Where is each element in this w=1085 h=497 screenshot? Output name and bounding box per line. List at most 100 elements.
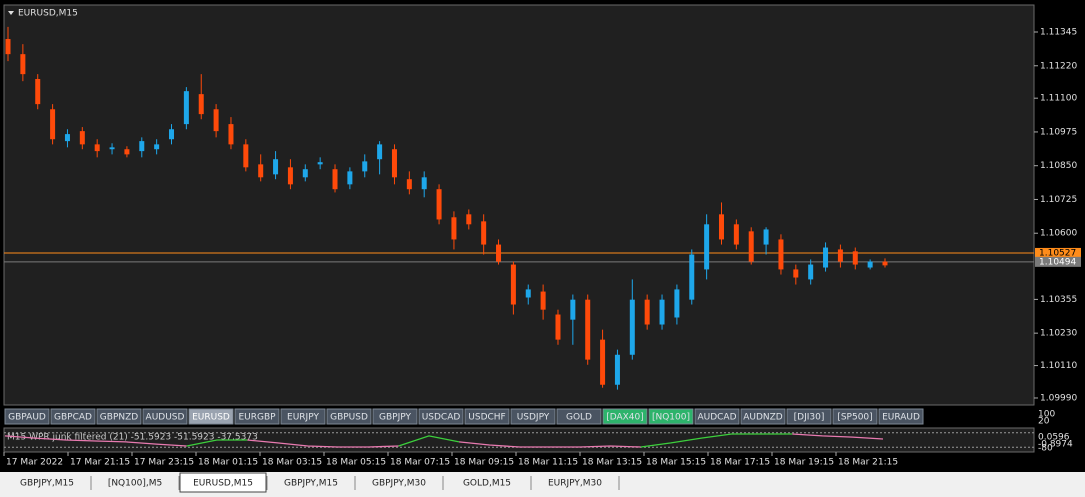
time-label: 17 Mar 23:15	[134, 458, 194, 468]
symbol-button-label[interactable]: EURGBP	[238, 413, 276, 423]
candle-body	[406, 179, 412, 190]
candle-body	[287, 167, 293, 185]
indicator-axis-label: 100	[1038, 410, 1055, 420]
menu-arrow[interactable]	[8, 11, 14, 15]
symbol-button-label[interactable]: USDJPY	[517, 413, 550, 423]
candle-body	[20, 54, 26, 75]
tab-label[interactable]: GBPJPY,M15	[284, 479, 338, 489]
time-label: 18 Mar 21:15	[838, 458, 898, 468]
candle-body	[362, 161, 368, 172]
candle-body	[629, 299, 635, 355]
symbol-button-label[interactable]: AUDUSD	[146, 413, 185, 423]
candle-body	[258, 164, 264, 178]
symbol-button-label[interactable]: [SP500]	[837, 413, 872, 423]
symbol-button[interactable]	[694, 408, 740, 425]
symbol-button-label[interactable]: [DJI30]	[794, 413, 825, 423]
candle-body	[600, 339, 606, 385]
tab-active[interactable]	[179, 472, 267, 493]
tab-label[interactable]: GBPJPY,M15	[20, 479, 74, 489]
candle-body	[243, 144, 249, 168]
time-label: 18 Mar 07:15	[390, 458, 450, 468]
symbol-button-label[interactable]: AUDCAD	[697, 413, 736, 423]
time-label: 18 Mar 11:15	[518, 458, 578, 468]
y-tick-label: 1.10600	[1040, 229, 1077, 239]
symbol-button[interactable]	[326, 408, 372, 425]
candle-body	[674, 289, 680, 318]
candle-body	[823, 247, 829, 268]
symbol-button-label[interactable]: EURJPY	[287, 413, 319, 423]
candle-body	[837, 249, 843, 262]
candle-body	[198, 94, 204, 115]
symbol-button-label[interactable]: EURAUD	[882, 413, 920, 423]
symbol-button[interactable]	[4, 408, 50, 425]
symbol-button[interactable]	[142, 408, 188, 425]
y-tick-label: 1.10355	[1040, 295, 1077, 305]
candle-body	[451, 217, 457, 240]
candle-body	[852, 251, 858, 265]
tab-label[interactable]: [NQ100],M5	[108, 479, 162, 489]
candle-body	[808, 264, 814, 280]
symbol-button[interactable]	[602, 408, 648, 425]
tab-label[interactable]: EURUSD,M15	[193, 479, 253, 489]
symbol-button[interactable]	[832, 408, 878, 425]
price-label: 1.10494	[1039, 257, 1076, 267]
indicator-axis-label: 0.0596	[1038, 433, 1070, 443]
symbol-button[interactable]	[234, 408, 280, 425]
symbol-button[interactable]	[786, 408, 832, 425]
symbol-button[interactable]	[418, 408, 464, 425]
price-label: 1.10527	[1039, 248, 1076, 258]
symbol-button[interactable]	[50, 408, 96, 425]
symbol-button-label[interactable]: AUDNZD	[743, 413, 783, 423]
symbol-button[interactable]	[188, 408, 234, 425]
symbol-button[interactable]	[464, 408, 510, 425]
symbol-button[interactable]	[510, 408, 556, 425]
symbol-button[interactable]	[740, 408, 786, 425]
symbol-button-label[interactable]: GBPCAD	[54, 413, 92, 423]
symbol-button-label[interactable]: EURUSD	[192, 413, 230, 423]
symbol-button[interactable]	[372, 408, 418, 425]
candle-body	[332, 169, 338, 190]
time-label: 17 Mar 21:15	[70, 458, 130, 468]
tab-label[interactable]: EURJPY,M30	[548, 479, 602, 489]
symbol-button-label[interactable]: GOLD	[566, 413, 592, 423]
indicator-axis-label: 20	[1038, 417, 1050, 427]
indicator-line	[186, 433, 793, 448]
candle-body	[704, 224, 710, 270]
candle-body	[124, 149, 130, 155]
symbol-button-label[interactable]: [DAX40]	[606, 413, 644, 423]
candle-body	[109, 147, 115, 150]
symbol-button[interactable]	[96, 408, 142, 425]
tab-label[interactable]: GOLD,M15	[463, 479, 511, 489]
symbol-button[interactable]	[878, 408, 924, 425]
candle-body	[228, 124, 234, 145]
symbol-button-label[interactable]: GBPNZD	[100, 413, 138, 423]
symbol-button[interactable]	[556, 408, 602, 425]
symbol-button-label[interactable]: [NQ100]	[652, 413, 690, 423]
symbol-button-label[interactable]: GBPAUD	[8, 413, 46, 423]
symbol-button-label[interactable]: GBPUSD	[330, 413, 368, 423]
candle-body	[183, 91, 189, 125]
symbol-button[interactable]	[648, 408, 694, 425]
candle-body	[733, 224, 739, 245]
candle-body	[585, 299, 591, 360]
symbol-button-label[interactable]: USDCAD	[422, 413, 461, 423]
symbol-button[interactable]	[280, 408, 326, 425]
candle-body	[169, 129, 175, 140]
tab-bar	[0, 472, 1085, 497]
tab-label[interactable]: GBPJPY,M30	[372, 479, 426, 489]
candle-body	[570, 299, 576, 320]
candle-body	[5, 39, 11, 55]
y-tick-label: 1.11100	[1040, 94, 1077, 104]
candle-body	[867, 261, 873, 268]
candle-body	[64, 134, 70, 142]
candle-body	[748, 231, 754, 262]
y-tick-label: 1.11345	[1040, 28, 1077, 38]
symbol-button-label[interactable]: USDCHF	[468, 413, 505, 423]
candle-body	[421, 177, 427, 190]
candle-body	[347, 171, 353, 185]
symbol-button-label[interactable]: GBPJPY	[379, 413, 411, 423]
candle-body	[302, 169, 308, 178]
candle-body	[540, 291, 546, 310]
candle-body	[50, 109, 56, 140]
